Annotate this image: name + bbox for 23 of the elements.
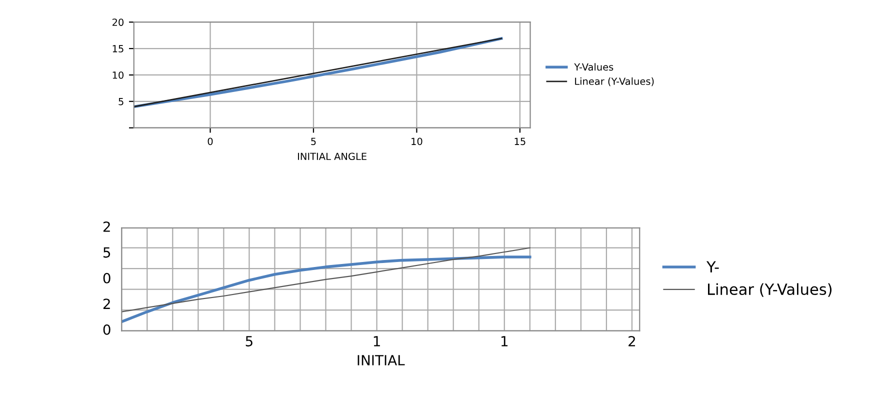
text: 2 — [103, 221, 110, 232]
y-tick-label: 5 — [118, 98, 124, 106]
text: 2 — [103, 298, 110, 309]
x-tick-label: 10 — [412, 138, 422, 146]
text: 0 — [103, 324, 110, 335]
legend-label: Linear (Y-Values) — [575, 77, 654, 86]
legend-label: Y- — [706, 261, 719, 272]
text: 0 — [103, 272, 110, 284]
y-tick-label: 20 — [112, 18, 124, 26]
legend-label: Y-Values — [574, 63, 614, 71]
y-tick-label: 10 — [112, 71, 124, 79]
x-axis-title: INITIAL — [358, 355, 405, 366]
x-tick-label: 1 — [501, 336, 508, 346]
y-tick-label: 15 — [112, 45, 124, 52]
legend-label: Linear (Y-Values) — [708, 283, 832, 297]
x-tick-label: 2 — [628, 336, 635, 346]
x-tick-label: 1 — [374, 336, 380, 346]
x-tick-label: 0 — [208, 138, 213, 146]
text: 5 — [104, 247, 110, 258]
x-tick-label: 15 — [514, 138, 526, 146]
x-tick-label: 5 — [246, 336, 252, 346]
x-axis-title: INITIAL ANGLE — [298, 152, 366, 160]
x-tick-label: 5 — [311, 138, 316, 146]
